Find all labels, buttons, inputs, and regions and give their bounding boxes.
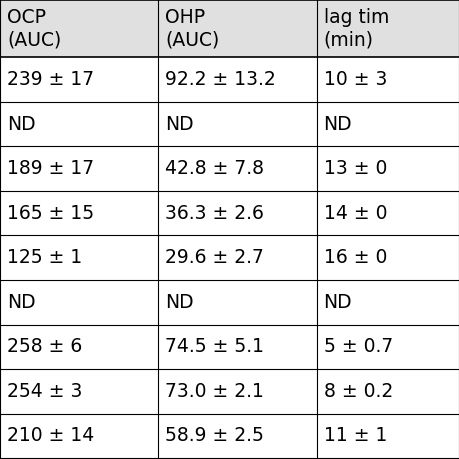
Text: 254 ± 3: 254 ± 3 xyxy=(7,382,82,401)
Bar xyxy=(0,146,158,191)
Text: 258 ± 6: 258 ± 6 xyxy=(7,337,82,356)
Text: ND: ND xyxy=(7,115,35,134)
Bar xyxy=(317,146,459,191)
Text: ND: ND xyxy=(165,115,194,134)
Bar xyxy=(158,57,317,102)
Bar xyxy=(0,102,158,146)
Bar xyxy=(158,146,317,191)
Text: ND: ND xyxy=(324,115,352,134)
Bar xyxy=(158,280,317,325)
Bar xyxy=(158,369,317,414)
Text: ND: ND xyxy=(7,293,35,312)
Text: 73.0 ± 2.1: 73.0 ± 2.1 xyxy=(165,382,264,401)
Text: 29.6 ± 2.7: 29.6 ± 2.7 xyxy=(165,248,264,267)
Text: 16 ± 0: 16 ± 0 xyxy=(324,248,387,267)
Text: 239 ± 17: 239 ± 17 xyxy=(7,70,94,89)
Bar xyxy=(158,235,317,280)
Text: ND: ND xyxy=(165,293,194,312)
Bar xyxy=(158,0,317,57)
Text: 36.3 ± 2.6: 36.3 ± 2.6 xyxy=(165,204,264,223)
Text: 13 ± 0: 13 ± 0 xyxy=(324,159,387,178)
Bar xyxy=(0,235,158,280)
Bar xyxy=(0,191,158,235)
Bar xyxy=(0,414,158,458)
Bar xyxy=(317,191,459,235)
Bar xyxy=(0,369,158,414)
Text: OCP
(AUC): OCP (AUC) xyxy=(7,8,61,49)
Text: 125 ± 1: 125 ± 1 xyxy=(7,248,82,267)
Bar xyxy=(317,325,459,369)
Bar xyxy=(317,57,459,102)
Text: 92.2 ± 13.2: 92.2 ± 13.2 xyxy=(165,70,276,89)
Text: lag tim
(min): lag tim (min) xyxy=(324,8,389,49)
Text: 42.8 ± 7.8: 42.8 ± 7.8 xyxy=(165,159,264,178)
Bar xyxy=(0,280,158,325)
Bar xyxy=(158,414,317,458)
Bar xyxy=(0,325,158,369)
Text: 5 ± 0.7: 5 ± 0.7 xyxy=(324,337,393,356)
Bar xyxy=(158,191,317,235)
Bar xyxy=(0,57,158,102)
Bar xyxy=(317,235,459,280)
Text: 165 ± 15: 165 ± 15 xyxy=(7,204,94,223)
Bar xyxy=(158,102,317,146)
Text: 210 ± 14: 210 ± 14 xyxy=(7,426,94,445)
Text: ND: ND xyxy=(324,293,352,312)
Text: 10 ± 3: 10 ± 3 xyxy=(324,70,387,89)
Text: 189 ± 17: 189 ± 17 xyxy=(7,159,94,178)
Text: 74.5 ± 5.1: 74.5 ± 5.1 xyxy=(165,337,264,356)
Text: OHP
(AUC): OHP (AUC) xyxy=(165,8,219,49)
Bar xyxy=(317,280,459,325)
Text: 8 ± 0.2: 8 ± 0.2 xyxy=(324,382,393,401)
Bar xyxy=(0,0,158,57)
Bar xyxy=(317,102,459,146)
Bar xyxy=(317,0,459,57)
Text: 14 ± 0: 14 ± 0 xyxy=(324,204,387,223)
Bar xyxy=(317,369,459,414)
Text: 11 ± 1: 11 ± 1 xyxy=(324,426,387,445)
Bar xyxy=(158,325,317,369)
Bar xyxy=(317,414,459,458)
Text: 58.9 ± 2.5: 58.9 ± 2.5 xyxy=(165,426,264,445)
